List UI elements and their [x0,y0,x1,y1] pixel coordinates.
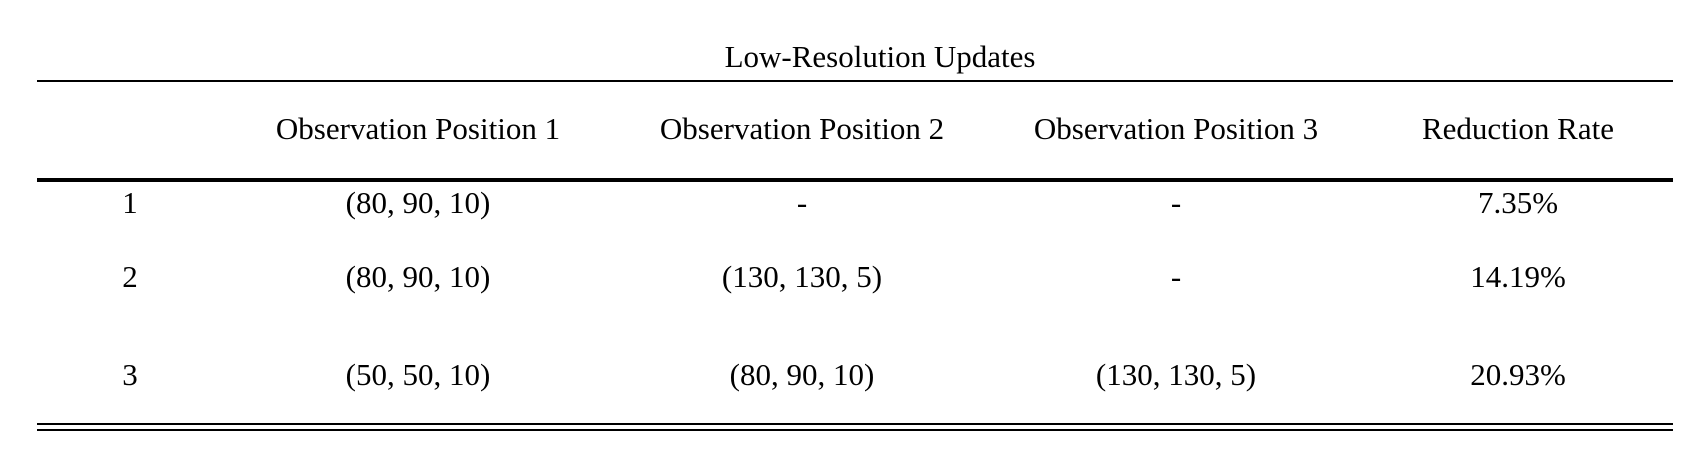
table-cell: - [1171,185,1181,220]
table-cell: - [1171,259,1181,294]
row-label: 2 [122,259,138,294]
header-cell: Observation Position 2 [660,111,944,146]
table-title: Low-Resolution Updates [725,39,1036,74]
row-label: 1 [122,185,138,220]
table-cell: (50, 50, 10) [346,357,491,392]
header-cell: Observation Position 1 [276,111,560,146]
table-cell: (80, 90, 10) [730,357,875,392]
table-cell: (80, 90, 10) [346,185,491,220]
header-cell: Reduction Rate [1422,111,1614,146]
table-cell: (130, 130, 5) [1096,357,1256,392]
table-cell: 20.93% [1470,357,1566,392]
header-cell: Observation Position 3 [1034,111,1318,146]
table-cell: - [797,185,807,220]
table-cell: 14.19% [1470,259,1566,294]
row-label: 3 [122,357,138,392]
table-cell: (80, 90, 10) [346,259,491,294]
table-cell: (130, 130, 5) [722,259,882,294]
table-cell: 7.35% [1478,185,1558,220]
